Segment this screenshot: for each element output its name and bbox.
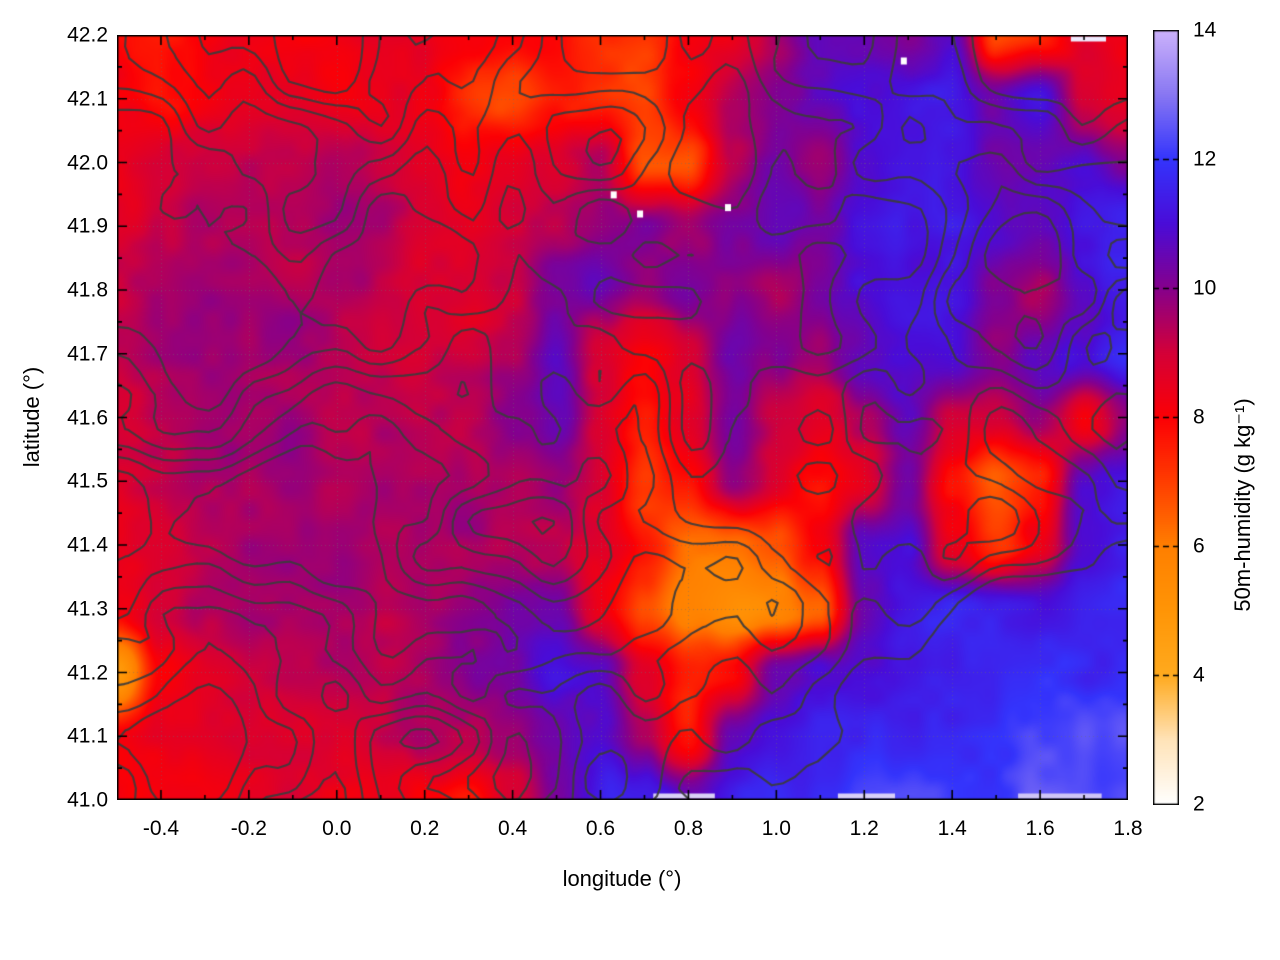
y-tick-label: 41.7 bbox=[67, 342, 108, 366]
y-tick-label: 41.5 bbox=[67, 469, 108, 493]
y-tick-label: 41.0 bbox=[67, 788, 108, 812]
x-tick-label: -0.4 bbox=[142, 817, 180, 840]
x-tick-label: 0.2 bbox=[410, 817, 440, 840]
x-tick-label: 1.2 bbox=[849, 817, 879, 840]
colorbar-tick-label: 2 bbox=[1193, 792, 1205, 816]
colorbar-tick-label: 8 bbox=[1193, 405, 1205, 429]
x-tick-label: 1.0 bbox=[761, 817, 791, 840]
colorbar bbox=[1153, 30, 1179, 805]
colorbar-tick-label: 6 bbox=[1193, 534, 1205, 558]
x-tick-label: 0.6 bbox=[585, 817, 616, 840]
y-axis-title: latitude (°) bbox=[19, 366, 44, 468]
x-tick-label: 0.0 bbox=[322, 817, 352, 840]
y-tick-label: 41.3 bbox=[67, 597, 108, 621]
y-tick-label: 41.2 bbox=[67, 661, 108, 684]
colorbar-tick-label: 4 bbox=[1193, 663, 1205, 687]
colorbar-tick-label: 14 bbox=[1193, 18, 1217, 42]
colorbar-title: 50m-humidity (g kg⁻¹) bbox=[1230, 398, 1255, 612]
x-tick-label: 1.6 bbox=[1025, 817, 1055, 840]
x-tick-label: 1.4 bbox=[937, 817, 967, 840]
y-tick-label: 42.1 bbox=[67, 87, 108, 111]
y-tick-label: 41.4 bbox=[67, 533, 108, 557]
heatmap-canvas bbox=[117, 35, 1128, 800]
x-axis-title: longitude (°) bbox=[562, 866, 682, 891]
y-tick-label: 41.6 bbox=[67, 406, 108, 429]
x-tick-label: 0.8 bbox=[673, 817, 704, 840]
colorbar-tick-label: 12 bbox=[1193, 147, 1217, 171]
y-tick-label: 42.0 bbox=[67, 151, 108, 174]
colorbar-tick-label: 10 bbox=[1193, 276, 1217, 300]
y-tick-label: 41.8 bbox=[67, 278, 108, 302]
y-tick-label: 41.1 bbox=[67, 724, 108, 748]
x-tick-label: 0.4 bbox=[497, 817, 528, 840]
x-tick-label: 1.8 bbox=[1113, 817, 1143, 840]
y-tick-label: 41.9 bbox=[67, 214, 108, 238]
x-tick-label: -0.2 bbox=[230, 817, 267, 840]
y-tick-label: 42.2 bbox=[67, 23, 108, 47]
